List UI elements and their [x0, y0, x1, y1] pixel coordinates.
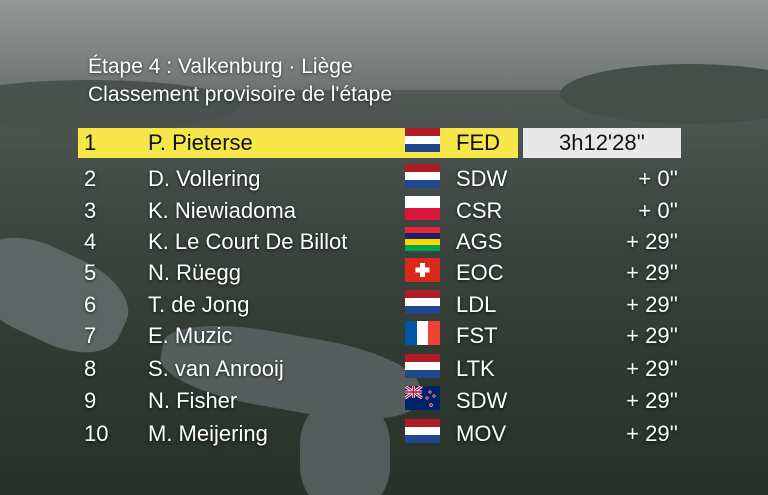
team-code: CSR: [456, 198, 503, 223]
team-code: AGS: [456, 229, 503, 254]
rank: 7: [84, 323, 97, 348]
hill: [560, 64, 768, 124]
rank: 2: [84, 166, 97, 191]
time-gap: + 29'': [626, 292, 678, 317]
team-code: LDL: [456, 292, 497, 317]
team-code: FED: [456, 130, 500, 155]
table-row: 9 N. Fisher SDW + 29'': [78, 386, 688, 416]
time-gap: + 29'': [626, 323, 678, 348]
leader-row: 1 P. Pieterse FED 3h12'28'': [78, 128, 681, 158]
rider-name: M. Meijering: [148, 421, 268, 446]
rider-name: E. Muzic: [148, 323, 233, 348]
rider-name: S. van Anrooij: [148, 356, 284, 381]
rank: 3: [84, 198, 97, 223]
table-row: 7 E. Muzic FST + 29'': [78, 321, 688, 351]
table-row: 5 N. Rüegg EOC + 29'': [78, 258, 688, 288]
table-row: 6 T. de Jong LDL + 29'': [78, 290, 688, 320]
rank: 5: [84, 260, 97, 285]
team-code: MOV: [456, 421, 507, 446]
time-gap: + 29'': [626, 356, 678, 381]
rank: 10: [84, 421, 109, 446]
stage-header: Étape 4 : Valkenburg · Liège Classement …: [88, 53, 392, 109]
netherlands-flag-icon: [405, 290, 440, 320]
time-gap: + 29'': [626, 388, 678, 413]
rank: 8: [84, 356, 97, 381]
rider-name: K. Le Court De Billot: [148, 229, 348, 254]
switzerland-flag-icon: [405, 258, 440, 288]
table-row: 8 S. van Anrooij LTK + 29'': [78, 354, 688, 384]
netherlands-flag-icon: [405, 354, 440, 384]
rider-name: T. de Jong: [148, 292, 250, 317]
table-row: 3 K. Niewiadoma CSR + 0'': [78, 196, 688, 226]
team-code: FST: [456, 323, 498, 348]
netherlands-flag-icon: [405, 128, 440, 158]
france-flag-icon: [405, 321, 440, 351]
rider-name: K. Niewiadoma: [148, 198, 296, 223]
classification-subtitle: Classement provisoire de l'étape: [88, 83, 392, 106]
time-gap: + 29'': [626, 260, 678, 285]
time-gap: + 0'': [638, 166, 678, 191]
rider-name: N. Rüegg: [148, 260, 241, 285]
time-gap: + 29'': [626, 229, 678, 254]
hill: [0, 80, 240, 130]
rank: 1: [84, 130, 97, 155]
time-gap: + 0'': [638, 198, 678, 223]
team-code: SDW: [456, 388, 508, 413]
rank: 4: [84, 229, 97, 254]
new-zealand-flag-icon: [405, 386, 440, 416]
river: [300, 400, 390, 495]
team-code: SDW: [456, 166, 508, 191]
poland-flag-icon: [405, 196, 440, 226]
team-code: EOC: [456, 260, 504, 285]
rank: 9: [84, 388, 97, 413]
table-row: 2 D. Vollering SDW + 0'': [78, 164, 688, 194]
leader-time: 3h12'28'': [523, 128, 681, 158]
netherlands-flag-icon: [405, 419, 440, 449]
rank: 6: [84, 292, 97, 317]
stage-title: Étape 4 : Valkenburg · Liège: [88, 55, 353, 78]
table-row: 10 M. Meijering MOV + 29'': [78, 419, 688, 449]
team-code: LTK: [456, 356, 495, 381]
rider-name: P. Pieterse: [148, 130, 253, 155]
rider-name: D. Vollering: [148, 166, 261, 191]
rider-name: N. Fisher: [148, 388, 238, 413]
netherlands-flag-icon: [405, 164, 440, 194]
table-row: 4 K. Le Court De Billot AGS + 29'': [78, 227, 688, 257]
mauritius-flag-icon: [405, 227, 440, 257]
time-gap: + 29'': [626, 421, 678, 446]
